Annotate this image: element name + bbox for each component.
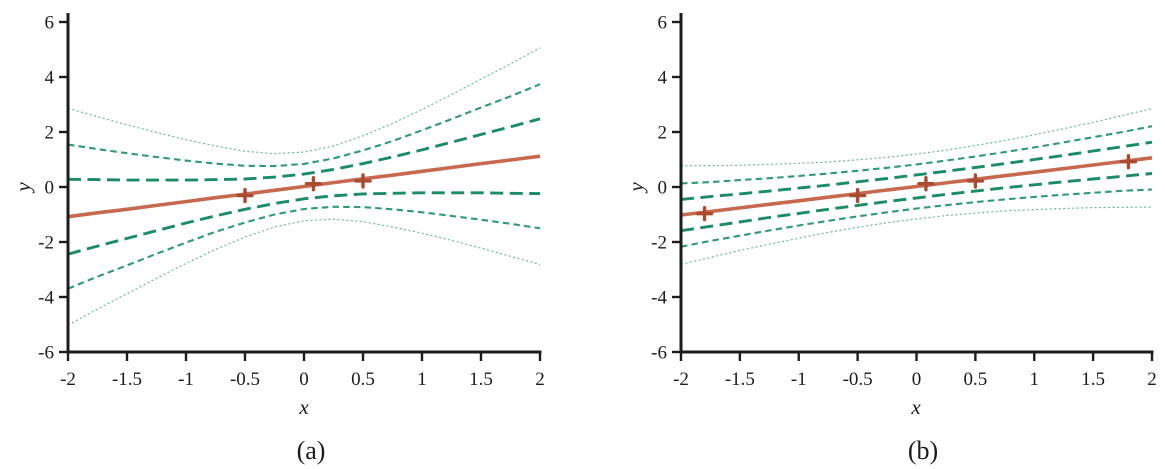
outer-band-upper-a (67, 47, 541, 155)
x-tick-label: 2 (535, 369, 545, 390)
y-tick-label: 2 (658, 123, 668, 144)
y-tick-label: -6 (651, 343, 667, 364)
x-tick-label: 1 (1030, 369, 1040, 390)
y-tick-label: -6 (38, 343, 54, 364)
outer-band-lower-a (67, 218, 541, 326)
data-point-marker (917, 176, 935, 192)
middle-band-upper-a (67, 83, 541, 168)
y-tick-label: 4 (658, 68, 668, 89)
middle-band-lower-a (67, 205, 541, 290)
data-point-marker (304, 176, 323, 192)
y-tick-label: 2 (45, 123, 55, 144)
data-point-marker (354, 173, 372, 189)
x-tick-label: -1.5 (725, 369, 755, 390)
x-tick-label: 0 (912, 369, 922, 390)
y-tick-label: -4 (38, 288, 54, 309)
panel-b: 6 4 2 0 -2 -4 -6 -2 -1.5 -1 -0.5 0 0.5 1 1.5 2 (651, 13, 1157, 391)
x-tick-label: 1.5 (469, 369, 493, 390)
x-tick-label: -0.5 (843, 369, 873, 390)
caption-b: (b) (908, 436, 938, 465)
x-tick-label: -0.5 (230, 369, 260, 390)
middle-band-lower-b (680, 188, 1153, 248)
y-tick-label: 6 (45, 13, 55, 34)
x-axis-label-a: x (298, 395, 309, 419)
regression-line-a (67, 154, 541, 219)
x-tick-label: -2 (673, 369, 689, 390)
inner-band-lower-b (680, 172, 1153, 233)
x-tick-label: 0.5 (351, 369, 375, 390)
y-tick-label: 0 (658, 178, 668, 199)
x-tick-label: 1 (417, 369, 427, 390)
regression-line-b (680, 156, 1153, 217)
data-point-marker (695, 205, 714, 222)
data-point-marker (966, 173, 985, 189)
y-tick-label: 0 (45, 178, 55, 199)
x-tick-label: 1.5 (1081, 369, 1105, 390)
x-tick-label: -1 (791, 369, 807, 390)
y-tick-label: -4 (651, 288, 667, 309)
x-tick-label: -1 (178, 369, 194, 390)
x-axis-label-b: x (910, 395, 921, 419)
x-tick-label: -1.5 (112, 369, 142, 390)
data-point-marker (848, 187, 867, 204)
inner-band-upper-a (67, 117, 541, 182)
outer-band-upper-b (680, 108, 1153, 167)
y-axis-label-b: y (624, 182, 648, 194)
inner-band-lower-a (67, 191, 541, 256)
middle-band-upper-b (680, 125, 1153, 185)
y-tick-label: 4 (45, 68, 55, 89)
panel-a: 6 4 2 0 -2 -4 -6 -2 -1.5 -1 -0.5 0 0.5 1 1.5 2 (38, 13, 545, 391)
x-tick-label: 2 (1147, 369, 1157, 390)
data-point-marker (1119, 154, 1138, 170)
inner-band-upper-b (680, 140, 1153, 201)
x-tick-label: -2 (60, 369, 76, 390)
y-tick-label: -2 (38, 233, 54, 254)
y-axis-label-a: y (11, 182, 35, 194)
caption-a: (a) (297, 436, 326, 465)
x-tick-label: 0 (299, 369, 309, 390)
y-tick-label: 6 (658, 13, 668, 34)
x-tick-label: 0.5 (964, 369, 988, 390)
outer-band-lower-b (680, 206, 1153, 265)
y-tick-label: -2 (651, 233, 667, 254)
data-point-marker (236, 187, 254, 204)
